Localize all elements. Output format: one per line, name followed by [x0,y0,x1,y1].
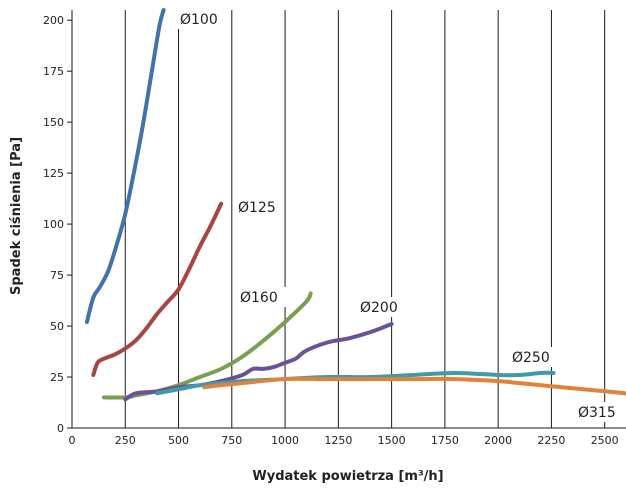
y-tick-label: 100 [43,218,64,231]
y-tick-label: 0 [57,422,64,435]
x-tick-label: 1250 [324,434,352,447]
x-tick-label: 2500 [591,434,619,447]
x-tick-label: 500 [168,434,189,447]
y-tick-label: 125 [43,167,64,180]
series-line-3 [101,291,313,400]
axes [67,10,626,429]
x-axis-title: Wydatek powietrza [m³/h] [252,469,443,484]
y-tick-label: 50 [50,320,64,333]
y-tick-label: 200 [43,14,64,27]
x-tick-label: 1750 [431,434,459,447]
series-label: Ø200 [360,300,398,316]
x-tick-label: 0 [69,434,76,447]
series-lines [84,8,626,402]
x-tick-label: 250 [115,434,136,447]
series-label-bg [236,287,286,307]
series-label: Ø160 [240,290,278,306]
series-line-4 [123,322,394,402]
series-label: Ø250 [512,350,550,366]
x-tick-label: 2250 [537,434,565,447]
series-label-bg [508,347,558,367]
y-tick-label: 175 [43,65,64,78]
series-label-bg [234,197,284,217]
y-axis-title: Spadek ciśnienia [Pa] [9,137,24,295]
series-line-6 [202,376,626,396]
series-line-1 [84,8,166,324]
x-tick-label: 1500 [378,434,406,447]
series-label: Ø100 [180,12,218,28]
x-tick-label: 1000 [271,434,299,447]
series-label: Ø125 [238,200,276,216]
x-tick-label: 2000 [484,434,512,447]
y-tick-label: 150 [43,116,64,129]
series-label-bg [176,9,226,29]
series-label: Ø315 [578,405,616,421]
grid-lines [124,10,606,428]
series-line-5 [155,370,556,396]
series-line-2 [91,201,224,377]
x-tick-label: 750 [221,434,242,447]
y-tick-label: 75 [50,269,64,282]
tick-labels: 0 250 500 750 1000 1250 1500 1750 2000 2250 2500 0 2… [43,14,619,447]
series-label-bg [574,402,624,422]
series-label-bg [356,297,406,317]
series-labels: Ø100 Ø125 Ø160 Ø200 Ø250 Ø315 [176,9,624,422]
y-tick-label: 25 [50,371,64,384]
